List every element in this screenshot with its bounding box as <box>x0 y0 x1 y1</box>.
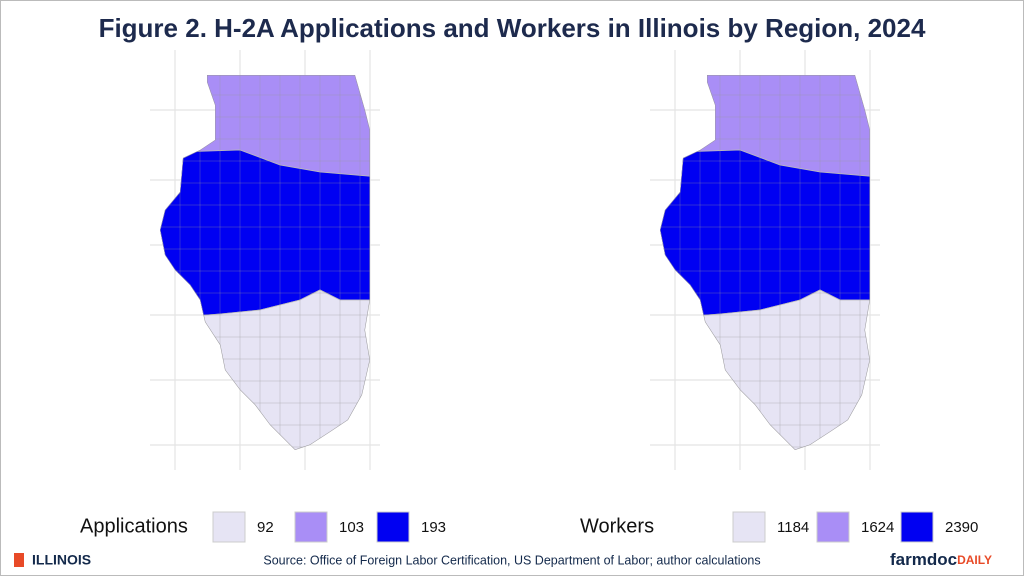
legend-swatch <box>294 511 328 543</box>
legend-label: 193 <box>421 519 446 536</box>
brand-sub: DAILY <box>957 553 992 567</box>
legend-swatch <box>816 511 850 543</box>
legend-label: 1184 <box>777 519 809 536</box>
legend-swatch <box>900 511 934 543</box>
logo-mark <box>14 553 24 567</box>
title: Figure 2. H-2A Applications and Workers … <box>99 13 926 43</box>
brand: farmdocDAILY <box>890 550 992 569</box>
legend-label: 1624 <box>861 519 894 536</box>
legend-title: Workers <box>580 515 654 537</box>
legend-label: 2390 <box>945 519 978 536</box>
legend-swatch <box>212 511 246 543</box>
brand-main: farmdoc <box>890 550 957 569</box>
logo: ILLINOIS <box>32 552 91 568</box>
legend-label: 92 <box>257 519 274 536</box>
legend-title: Applications <box>80 515 188 537</box>
state-outline <box>660 75 870 450</box>
source: Source: Office of Foreign Labor Certific… <box>263 553 760 567</box>
legend-label: 103 <box>339 519 364 536</box>
legend-swatch <box>376 511 410 543</box>
legend-swatch <box>732 511 766 543</box>
